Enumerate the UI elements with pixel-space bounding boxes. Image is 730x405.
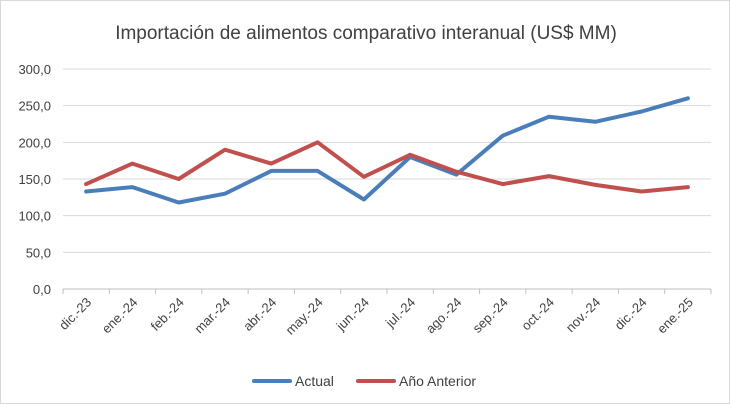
x-tick-label: ago.-24: [423, 295, 465, 337]
x-tick-label: nov.-24: [563, 295, 604, 336]
y-tick-label: 300,0: [18, 62, 51, 77]
x-tick-label: may.-24: [283, 295, 326, 338]
x-tick-label: feb.-24: [148, 295, 187, 334]
gridlines: [63, 68, 711, 253]
y-tick-label: 250,0: [18, 99, 51, 114]
legend: Actual Año Anterior: [252, 373, 476, 389]
x-tick-label: sep.-24: [470, 295, 511, 336]
x-tick-label: oct.-24: [518, 295, 557, 334]
legend-label: Actual: [295, 373, 334, 389]
y-tick-label: 100,0: [18, 209, 51, 224]
y-tick-label: 0,0: [33, 282, 51, 297]
series-lines: [84, 96, 690, 205]
x-tick-label: dic.-24: [611, 295, 649, 333]
x-tick-label: jun.-24: [333, 295, 372, 334]
legend-label: Año Anterior: [399, 373, 476, 389]
chart-title: Importación de alimentos comparativo int…: [115, 23, 617, 44]
x-tick-label: jul.-24: [382, 295, 418, 331]
x-tick-label: mar.-24: [191, 295, 233, 337]
x-tick-label: ene.-24: [99, 295, 141, 337]
y-tick-label: 50,0: [26, 245, 51, 260]
x-tick-label: dic.-23: [56, 295, 94, 333]
series-line-ano-anterior: [84, 140, 690, 194]
x-tick-label: ene.-25: [654, 295, 696, 337]
y-tick-label: 200,0: [18, 135, 51, 150]
x-tick-label: abr.-24: [240, 295, 279, 334]
series-line-actual: [84, 96, 690, 205]
y-tick-label: 150,0: [18, 172, 51, 187]
